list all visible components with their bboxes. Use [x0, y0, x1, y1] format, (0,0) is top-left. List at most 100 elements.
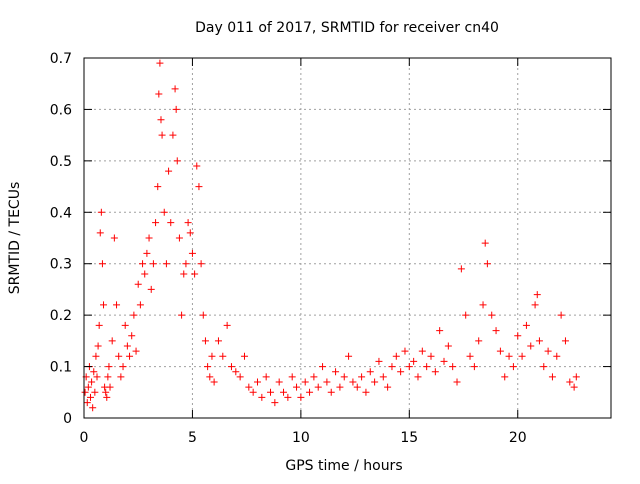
- data-point: [358, 373, 366, 381]
- data-point: [154, 183, 162, 191]
- data-point: [392, 352, 400, 360]
- data-point: [98, 260, 106, 268]
- data-point: [531, 301, 539, 309]
- data-point: [156, 59, 164, 67]
- data-point: [147, 285, 155, 293]
- data-point: [572, 373, 580, 381]
- data-point: [397, 368, 405, 376]
- data-point: [195, 183, 203, 191]
- data-point: [457, 265, 465, 273]
- data-point: [132, 347, 140, 355]
- data-point: [105, 363, 113, 371]
- data-point: [93, 373, 101, 381]
- data-point: [90, 368, 98, 376]
- data-point: [188, 249, 196, 257]
- data-point: [401, 347, 409, 355]
- data-point: [88, 378, 96, 386]
- data-point: [139, 260, 147, 268]
- data-point: [160, 208, 168, 216]
- data-point: [206, 373, 214, 381]
- axis-ticks: [83, 57, 611, 419]
- data-point: [214, 337, 222, 345]
- data-point: [89, 404, 97, 412]
- data-point: [87, 393, 95, 401]
- data-point: [371, 378, 379, 386]
- data-point: [414, 373, 422, 381]
- data-point: [362, 388, 370, 396]
- data-point: [548, 373, 556, 381]
- data-point: [136, 301, 144, 309]
- data-point: [175, 234, 183, 242]
- data-point: [557, 311, 565, 319]
- data-point: [197, 260, 205, 268]
- data-point: [332, 368, 340, 376]
- data-point: [152, 219, 160, 227]
- data-point: [219, 352, 227, 360]
- data-point: [505, 352, 513, 360]
- data-point: [210, 378, 218, 386]
- data-point: [240, 352, 248, 360]
- data-point: [410, 357, 418, 365]
- data-point: [182, 260, 190, 268]
- data-point: [267, 388, 275, 396]
- data-point: [149, 260, 157, 268]
- data-point: [121, 321, 129, 329]
- data-point: [236, 373, 244, 381]
- data-point: [319, 363, 327, 371]
- data-point: [553, 352, 561, 360]
- data-point: [180, 270, 188, 278]
- data-point: [293, 383, 301, 391]
- data-point: [466, 352, 474, 360]
- data-point: [535, 337, 543, 345]
- y-tick-label: 0.5: [50, 154, 72, 170]
- data-point: [540, 363, 548, 371]
- data-point: [95, 321, 103, 329]
- data-point: [128, 332, 136, 340]
- data-point: [522, 321, 530, 329]
- chart-title: Day 011 of 2017, SRMTID for receiver cn4…: [195, 20, 499, 36]
- data-point: [514, 332, 522, 340]
- data-point: [475, 337, 483, 345]
- data-point: [258, 393, 266, 401]
- data-point: [83, 399, 91, 407]
- data-point: [431, 368, 439, 376]
- data-point: [249, 388, 257, 396]
- data-point: [301, 378, 309, 386]
- data-point: [94, 342, 102, 350]
- data-point: [496, 347, 504, 355]
- data-point: [204, 363, 212, 371]
- data-point: [171, 85, 179, 93]
- data-point: [92, 352, 100, 360]
- data-point: [533, 291, 541, 299]
- data-point: [284, 393, 292, 401]
- data-point: [470, 363, 478, 371]
- data-point: [108, 337, 116, 345]
- data-point: [561, 337, 569, 345]
- data-point: [184, 219, 192, 227]
- plot-border: [83, 57, 612, 419]
- data-point: [106, 383, 114, 391]
- data-point: [453, 378, 461, 386]
- data-point: [501, 373, 509, 381]
- data-point: [306, 388, 314, 396]
- data-point: [481, 239, 489, 247]
- y-tick-label: 0.3: [50, 257, 72, 273]
- data-point: [119, 363, 127, 371]
- data-point: [488, 311, 496, 319]
- data-point: [143, 249, 151, 257]
- y-axis-label: SRMTID / TECUs: [7, 182, 23, 295]
- data-point: [115, 352, 123, 360]
- data-point: [353, 383, 361, 391]
- data-point: [157, 116, 165, 124]
- data-point: [566, 378, 574, 386]
- data-point: [427, 352, 435, 360]
- data-point: [444, 342, 452, 350]
- data-point: [349, 378, 357, 386]
- data-point: [544, 347, 552, 355]
- data-point: [288, 373, 296, 381]
- data-point: [436, 327, 444, 335]
- data-point: [509, 363, 517, 371]
- y-tick-label: 0.4: [50, 205, 72, 221]
- data-point: [113, 301, 121, 309]
